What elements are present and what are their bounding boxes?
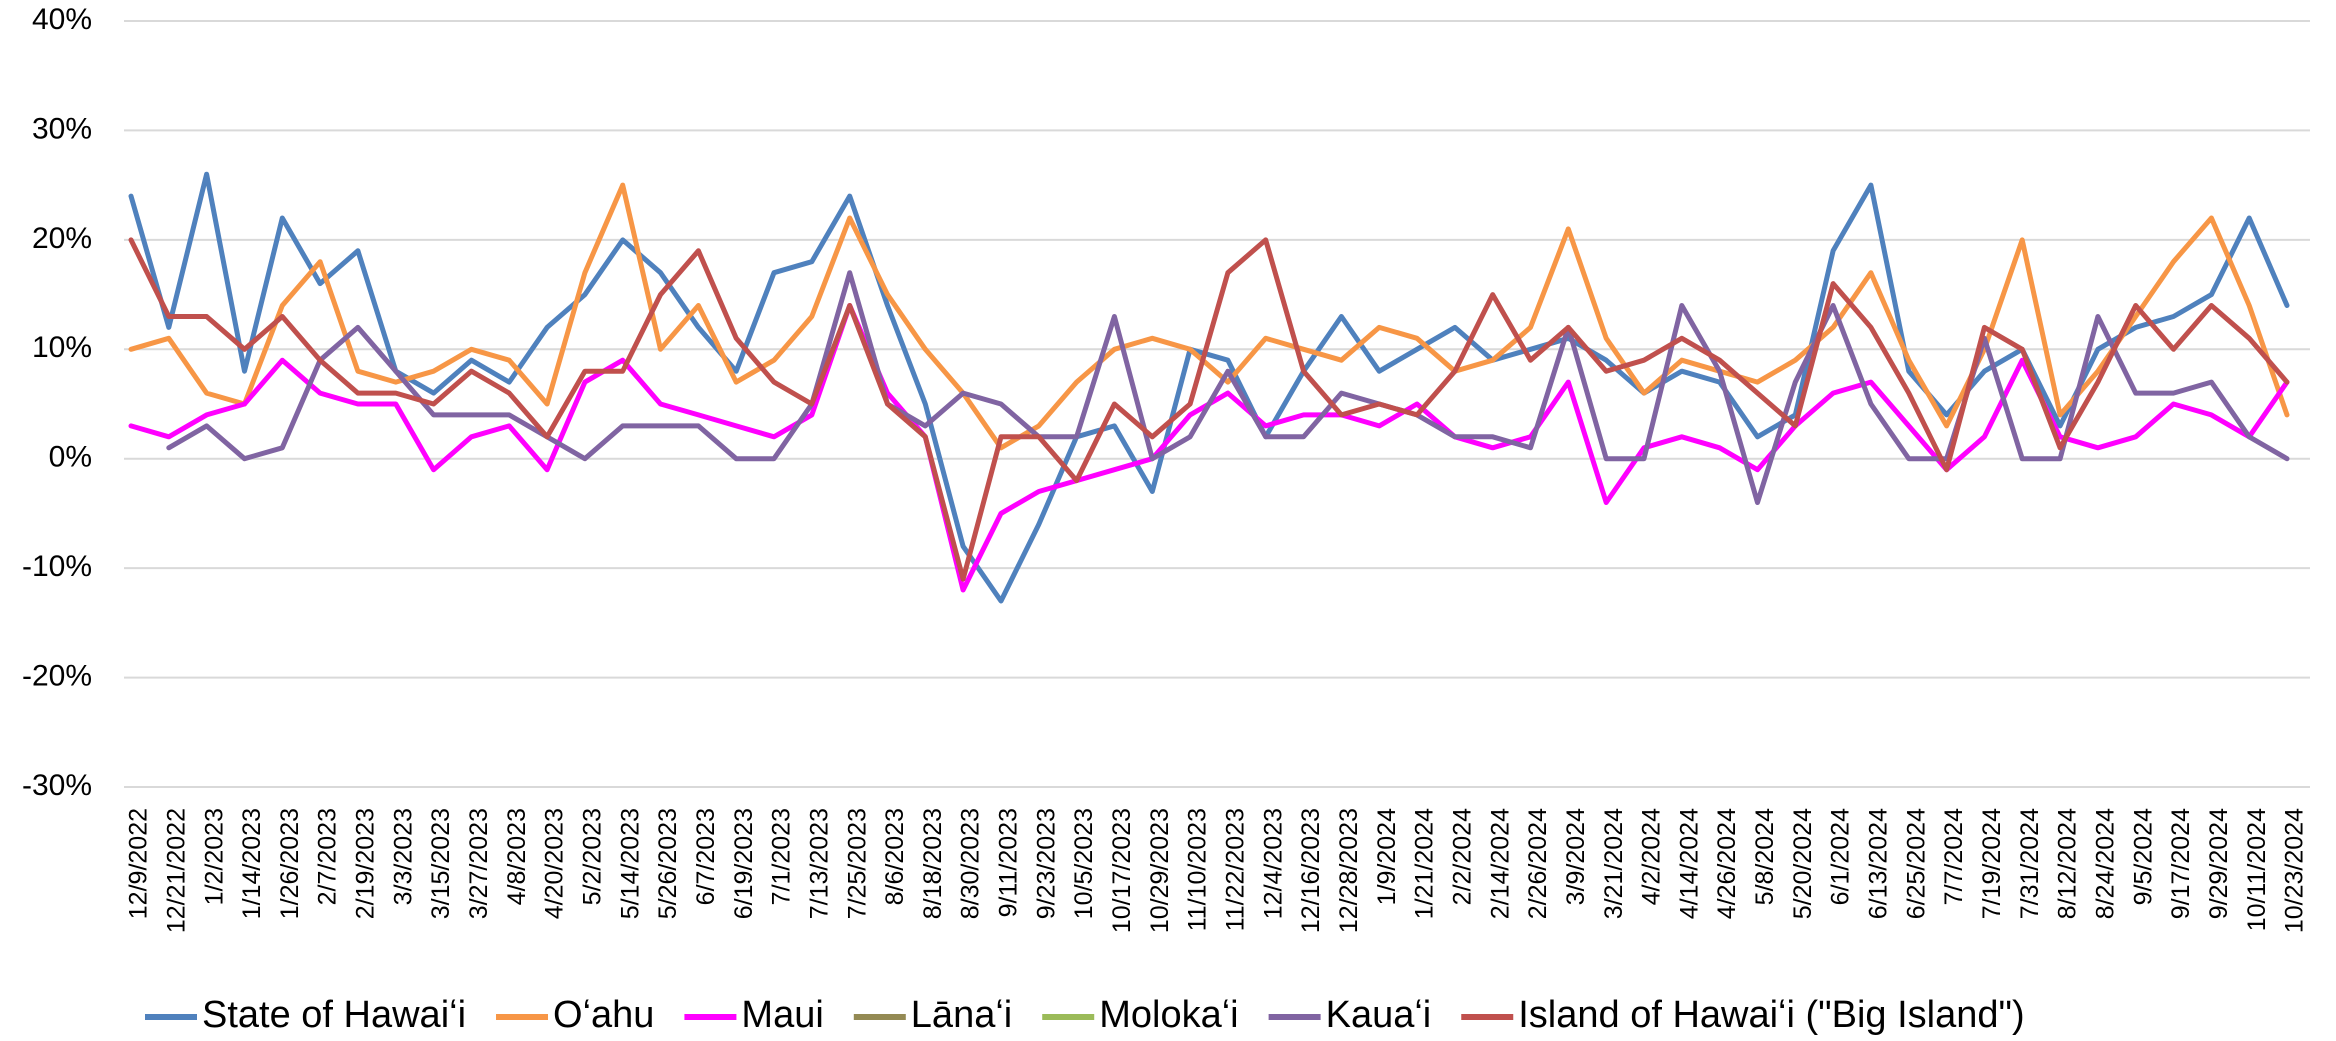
x-tick-label: 5/14/2023 (616, 808, 644, 919)
x-tick-label: 9/11/2023 (995, 808, 1023, 917)
x-tick-label: 9/29/2024 (2205, 808, 2233, 919)
x-tick-label: 6/1/2024 (1827, 808, 1855, 905)
x-tick-label: 8/6/2023 (881, 808, 909, 905)
x-tick-label: 4/8/2023 (503, 808, 531, 905)
x-tick-label: 1/14/2023 (238, 808, 266, 919)
x-tick-label: 7/1/2023 (768, 808, 796, 905)
x-tick-label: 9/5/2024 (2129, 808, 2157, 905)
y-tick-label: 20% (32, 222, 92, 255)
x-tick-label: 10/5/2023 (1070, 808, 1098, 919)
x-tick-label: 6/13/2024 (1865, 808, 1893, 919)
y-tick-label: 10% (32, 331, 92, 364)
x-tick-label: 7/19/2024 (1978, 808, 2006, 919)
legend-label: Island of Hawaiʻi ("Big Island") (1518, 994, 2024, 1036)
x-tick-label: 7/31/2024 (2016, 808, 2044, 919)
x-tick-label: 9/17/2024 (2167, 808, 2195, 919)
x-tick-label: 2/2/2024 (1448, 808, 1476, 905)
legend-label: Molokaʻi (1099, 994, 1238, 1036)
legend-label: Kauaʻi (1326, 994, 1432, 1036)
x-tick-label: 12/4/2023 (1259, 808, 1287, 919)
x-tick-label: 6/7/2023 (692, 808, 720, 905)
x-tick-label: 2/19/2023 (352, 808, 380, 919)
x-tick-label: 4/20/2023 (541, 808, 569, 919)
x-tick-label: 11/10/2023 (1184, 808, 1212, 931)
x-tick-label: 12/9/2022 (125, 808, 153, 919)
x-tick-label: 1/26/2023 (276, 808, 304, 919)
series-line (128, 237, 2290, 582)
x-tick-label: 1/2/2023 (200, 808, 228, 905)
x-tick-label: 3/15/2023 (427, 808, 455, 919)
y-tick-label: -20% (22, 659, 92, 692)
x-tick-label: 8/24/2024 (2091, 808, 2119, 919)
x-tick-label: 6/25/2024 (1902, 808, 1930, 919)
x-tick-label: 5/26/2023 (654, 808, 682, 919)
x-tick-label: 7/7/2024 (1940, 808, 1968, 905)
x-tick-label: 1/21/2024 (1411, 808, 1439, 919)
x-tick-label: 8/30/2023 (957, 808, 985, 919)
x-tick-label: 5/20/2024 (1789, 808, 1817, 919)
x-tick-label: 8/12/2024 (2054, 808, 2082, 919)
x-tick-label: 7/25/2023 (843, 808, 871, 919)
x-tick-label: 12/21/2022 (162, 808, 190, 933)
x-tick-label: 10/23/2024 (2281, 808, 2309, 933)
x-tick-label: 2/14/2024 (1486, 808, 1514, 919)
y-tick-label: 0% (49, 441, 92, 474)
x-tick-label: 3/21/2024 (1600, 808, 1628, 919)
legend-label: State of Hawaiʻi (202, 994, 466, 1036)
x-tick-label: 1/9/2024 (1373, 808, 1401, 905)
y-tick-label: -10% (22, 550, 92, 583)
x-tick-label: 11/22/2023 (1222, 808, 1250, 931)
y-tick-label: -30% (22, 769, 92, 802)
x-tick-label: 8/18/2023 (919, 808, 947, 919)
legend-label: Maui (741, 994, 823, 1036)
series-line (128, 303, 2290, 593)
x-tick-label: 2/7/2023 (314, 808, 342, 905)
x-tick-label: 12/28/2023 (1335, 808, 1363, 933)
x-tick-label: 9/23/2023 (1032, 808, 1060, 919)
legend-label: Lānaʻi (911, 994, 1012, 1036)
x-tick-label: 4/2/2024 (1638, 808, 1666, 905)
y-tick-label: 40% (32, 3, 92, 36)
x-tick-label: 10/11/2024 (2243, 808, 2271, 931)
x-tick-label: 7/13/2023 (805, 808, 833, 919)
x-tick-label: 3/27/2023 (465, 808, 493, 919)
x-tick-label: 4/26/2024 (1713, 808, 1741, 919)
x-tick-label: 3/9/2024 (1562, 808, 1590, 905)
series-line (128, 182, 2290, 451)
x-tick-label: 12/16/2023 (1297, 808, 1325, 933)
x-tick-label: 10/29/2023 (1146, 808, 1174, 933)
x-tick-label: 3/3/2023 (389, 808, 417, 905)
x-tick-label: 10/17/2023 (1108, 808, 1136, 933)
legend-label: Oʻahu (553, 994, 654, 1036)
x-tick-label: 4/14/2024 (1675, 808, 1703, 919)
x-tick-label: 2/26/2024 (1524, 808, 1552, 919)
y-tick-label: 30% (32, 112, 92, 145)
x-tick-label: 5/8/2024 (1751, 808, 1779, 905)
series-line (166, 270, 2290, 505)
x-tick-label: 6/19/2023 (730, 808, 758, 919)
x-tick-label: 5/2/2023 (579, 808, 607, 905)
